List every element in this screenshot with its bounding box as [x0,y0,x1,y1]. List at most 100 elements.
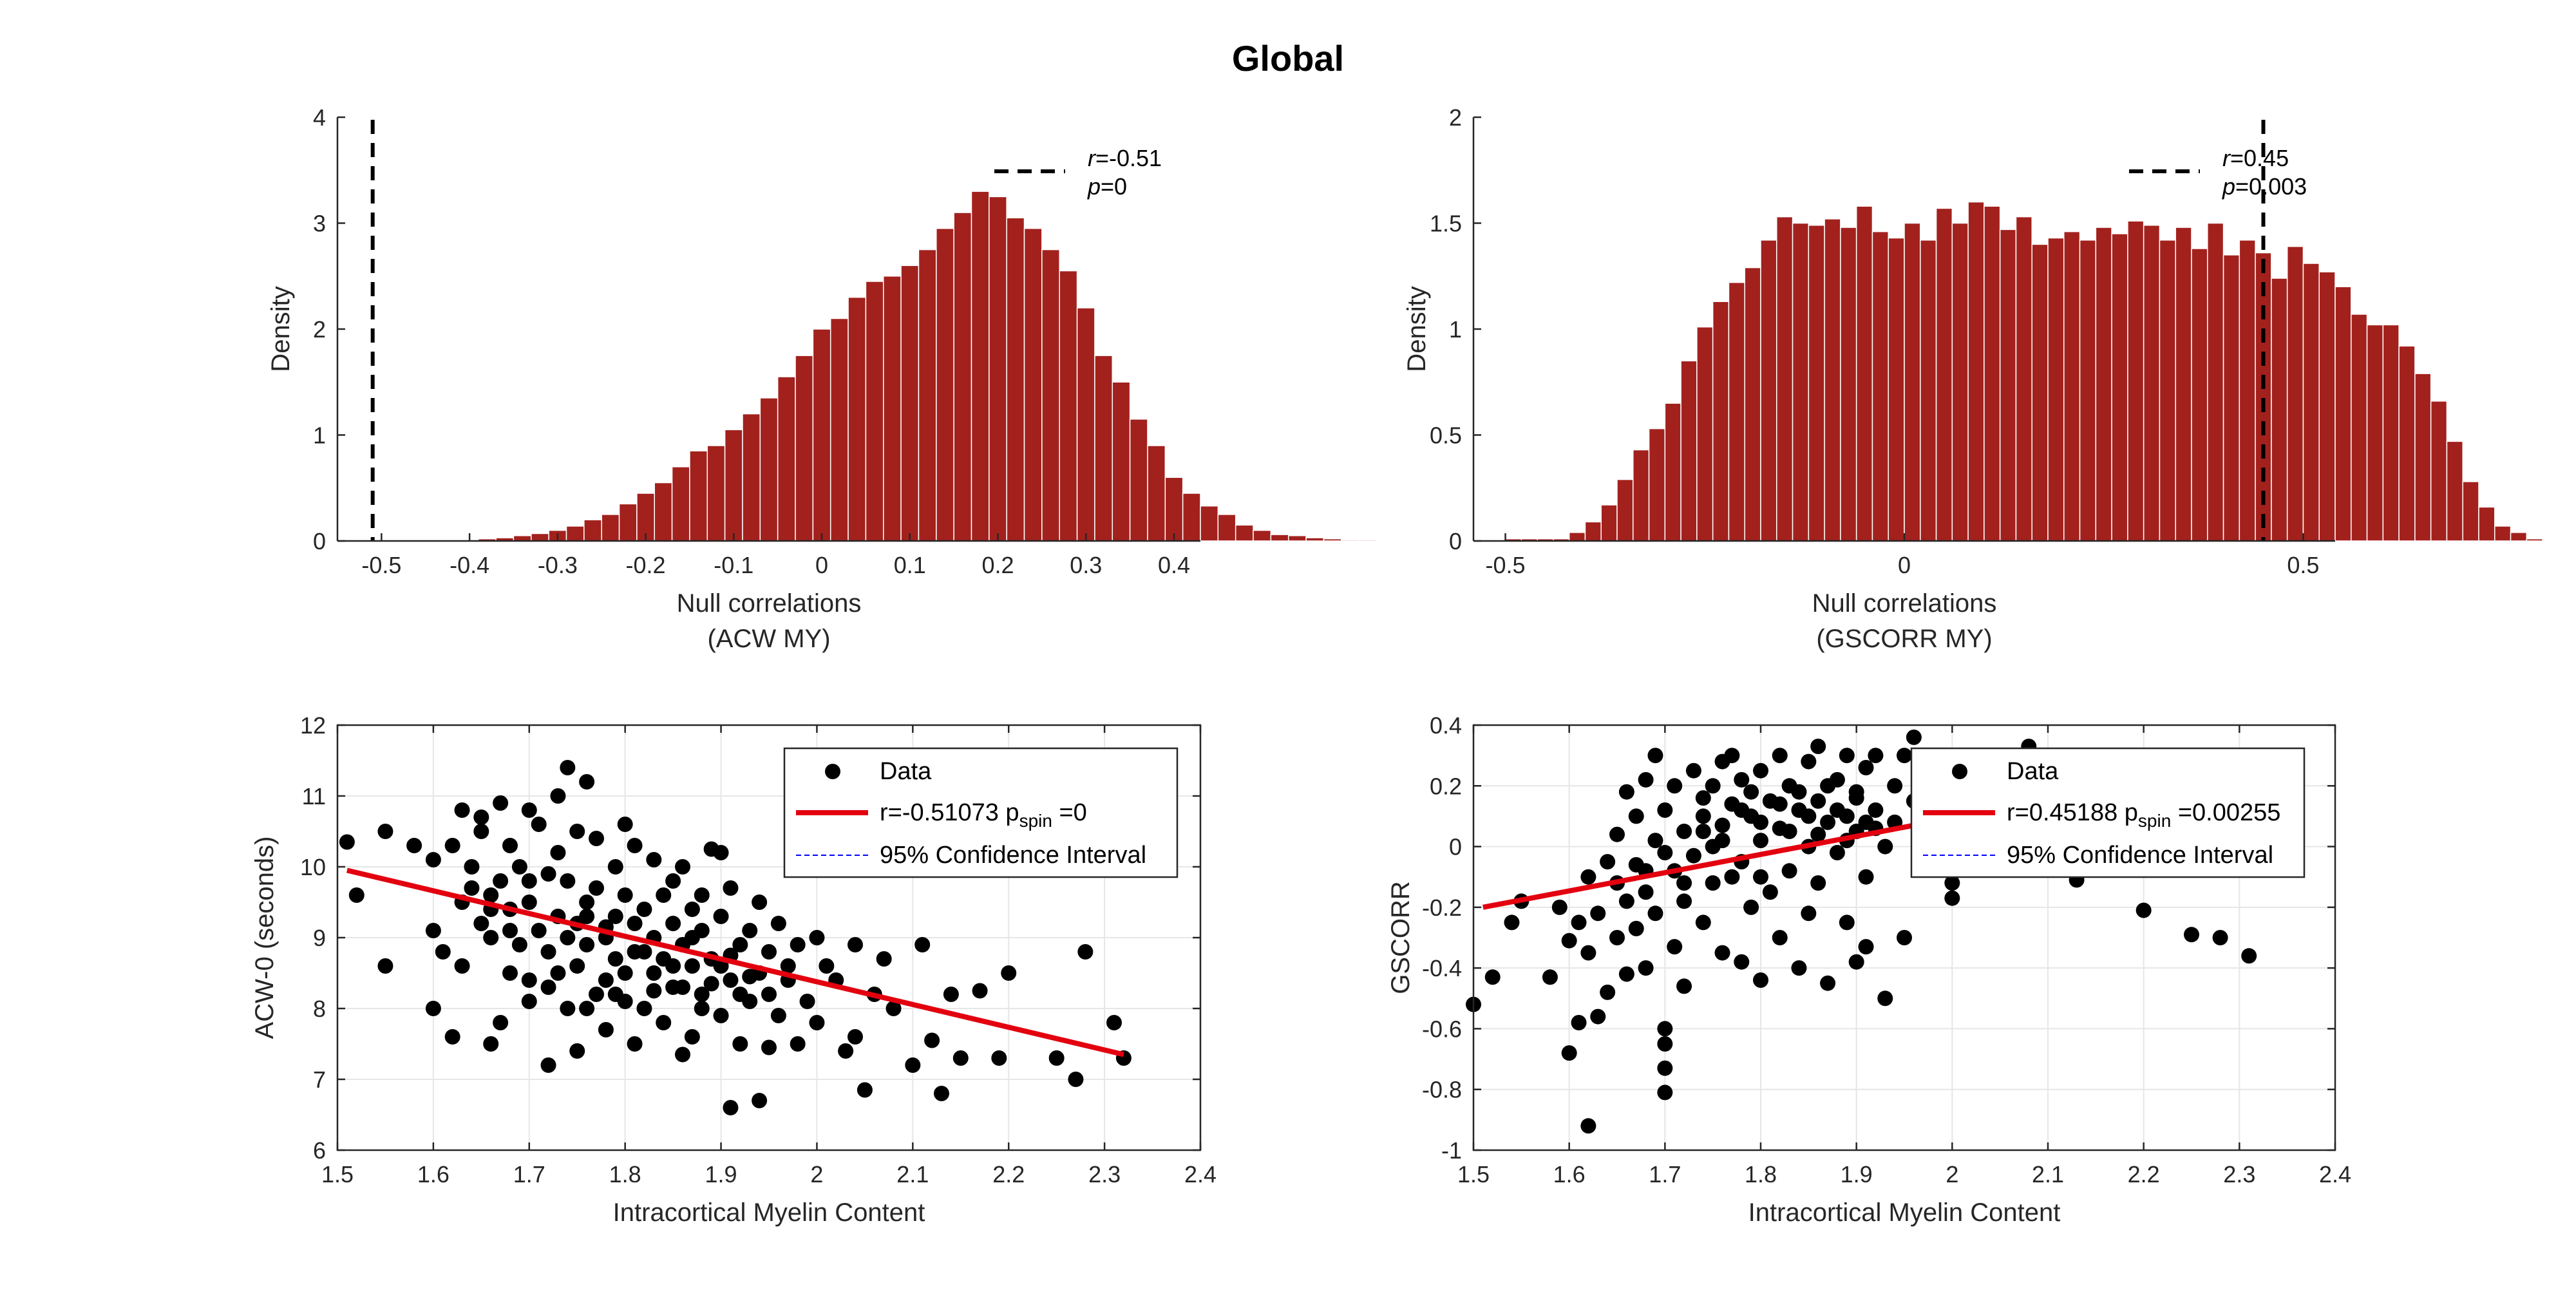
x-tick-label: 2.3 [1088,1161,1121,1188]
histogram-bar [618,503,638,542]
data-point [972,983,988,999]
data-point [589,987,604,1002]
data-point [521,894,537,910]
x-tick-label: 0.4 [1158,552,1190,578]
data-point [521,972,537,988]
data-point [493,1015,509,1030]
data-point [550,965,566,981]
data-point [1820,778,1836,794]
data-point [540,979,556,995]
data-point [1743,899,1759,915]
x-axis-label-2: (ACW MY) [707,625,830,653]
x-tick-label: 2.2 [2128,1161,2160,1188]
histogram-bar [918,249,937,542]
x-tick-label: -0.3 [538,552,578,578]
histogram-bar [812,328,831,542]
histogram-bar [2334,286,2352,542]
data-point [1753,869,1768,885]
regression-line [1482,822,1915,910]
histogram-bar [706,445,726,542]
data-point [339,834,355,850]
data-point [1561,1045,1577,1061]
histogram-bar [953,212,972,542]
histogram-bar [1984,205,2001,542]
data-point [1858,760,1874,775]
y-tick-label: -0.8 [1422,1077,1462,1103]
x-tick-label: 2.2 [992,1161,1025,1188]
x-tick-label: 1.6 [1553,1161,1586,1188]
data-point [646,983,662,999]
data-point [790,1036,806,1052]
legend-data-marker [825,764,840,779]
data-point [2212,930,2228,945]
y-tick-label: 0 [1449,834,1462,860]
data-point [1647,833,1663,849]
data-point [1647,905,1663,922]
data-point [943,987,959,1002]
data-point [1542,969,1558,985]
regression-line [346,867,1124,1057]
histogram-bar [1712,301,1730,542]
data-point [560,1001,576,1016]
y-tick-label: 1.5 [1430,211,1462,237]
histogram-bar [1999,229,2017,542]
data-point [636,1001,652,1016]
y-tick-label: 8 [313,996,326,1022]
hist_gscorr-chart: r=0.45p=0.003 -0.5 0 0.5 0 0.5 1 1.5 2 Null corre… [1403,104,2543,653]
histogram-bar [1776,216,1794,542]
histogram-bar [1235,524,1254,542]
histogram-bar [2095,227,2112,542]
data-point [444,838,460,853]
histogram-bar [2047,237,2065,542]
histogram-bar [2239,240,2256,542]
x-tick-label: 1.9 [1841,1161,1873,1188]
y-tick-label: 0.5 [1430,422,1462,449]
data-point [1580,869,1596,885]
y-tick-label: 2 [1449,104,1462,131]
data-point [1657,1036,1673,1052]
histogram-bar [1633,449,1650,542]
data-point [454,958,470,974]
x-axis-label: Null correlations [1812,589,1997,618]
histogram-bar [848,296,867,542]
data-point [1772,796,1788,812]
x-tick-label: 1.6 [417,1161,450,1188]
data-point [1753,833,1768,849]
data-point [425,852,441,867]
histogram-bar [1920,240,1937,542]
data-point [1829,802,1845,818]
data-point [713,909,729,924]
data-point [1590,905,1606,922]
data-point [1695,790,1711,806]
data-point [1714,945,1730,961]
x-tick-label: 1.5 [1457,1161,1490,1188]
legend-p-text: p=0 [1087,173,1127,200]
y-tick-label: -1 [1441,1137,1462,1164]
data-point [761,987,777,1002]
data-point [598,1022,614,1037]
data-point [1714,833,1730,849]
data-point [905,1057,921,1073]
data-point [1667,939,1683,955]
histogram-bar [829,317,849,542]
data-point [1628,808,1644,824]
data-point [444,1029,460,1045]
histogram-bar [1680,360,1698,542]
data-point [589,831,604,846]
histogram-bar [654,482,673,542]
data-point [952,1050,969,1066]
data-point [684,958,700,974]
data-point [521,873,537,889]
data-point [1628,920,1644,936]
data-point [694,887,710,903]
data-point [540,944,556,960]
data-point [607,909,623,924]
data-point [464,859,480,875]
histogram-bar [2286,245,2304,542]
data-point [607,987,623,1002]
data-point [684,930,700,945]
histogram-bar [1888,237,1905,542]
legend-data-label: Data [880,758,932,785]
x-tick-label: 2.3 [2223,1161,2255,1188]
y-axis-label: Density [267,286,295,372]
